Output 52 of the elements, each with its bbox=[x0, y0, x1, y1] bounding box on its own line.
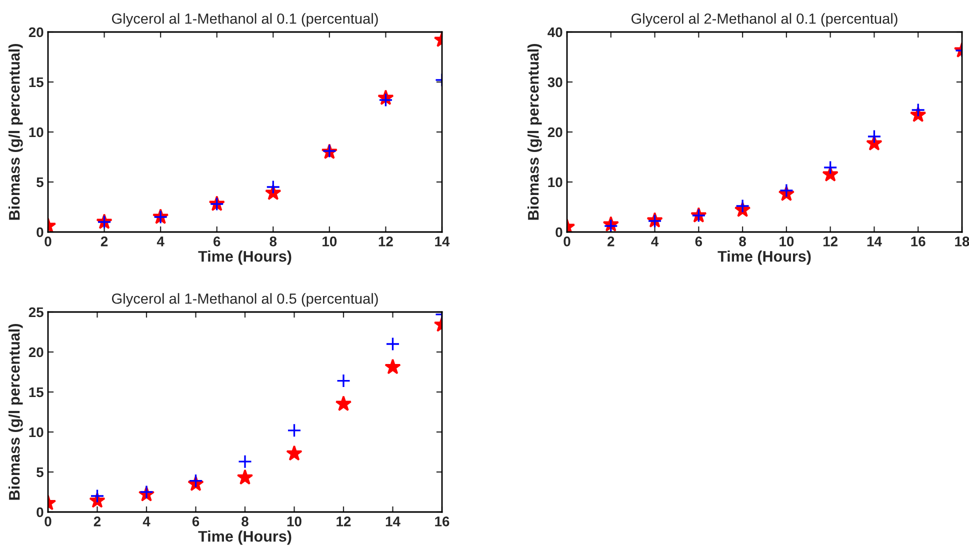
y-tick-label: 20 bbox=[28, 347, 44, 358]
y-tick-label: 0 bbox=[36, 227, 44, 238]
y-tick-label: 0 bbox=[556, 227, 562, 238]
y-tick-label: 0 bbox=[36, 507, 44, 518]
x-tick-label: 10 bbox=[780, 236, 794, 246]
y-tick-label: 10 bbox=[29, 427, 44, 438]
x-tick-label: 6 bbox=[214, 236, 220, 246]
x-tick-label: 18 bbox=[955, 236, 969, 246]
x-tick-label: 6 bbox=[695, 236, 702, 246]
y-tick-label: 10 bbox=[29, 127, 44, 138]
y-tick-label: 15 bbox=[29, 77, 44, 88]
x-tick-label: 16 bbox=[435, 516, 450, 526]
y-tick-label: 25 bbox=[28, 307, 44, 318]
x-tick-label: 6 bbox=[192, 516, 200, 526]
y-axis-title: Biomass (g/l percentual) bbox=[8, 44, 23, 220]
x-tick-label: 2 bbox=[94, 516, 101, 526]
x-tick-label: 10 bbox=[287, 516, 302, 526]
x-tick-label: 12 bbox=[823, 236, 838, 246]
x-tick-label: 0 bbox=[44, 236, 52, 246]
x-tick-label: 16 bbox=[911, 236, 926, 246]
chart-title: Glycerol al 2-Methanol al 0.1 (percentual) bbox=[632, 13, 898, 27]
y-tick-label: 5 bbox=[36, 177, 44, 188]
x-tick-label: 2 bbox=[100, 236, 108, 246]
chart-title: Glycerol al 1-Methanol al 0.1 (percentual) bbox=[112, 13, 378, 27]
x-tick-label: 0 bbox=[44, 516, 52, 526]
x-tick-label: 12 bbox=[336, 516, 351, 526]
y-axis-title: Biomass (g/l percentual) bbox=[528, 44, 542, 220]
y-tick-label: 40 bbox=[548, 27, 562, 38]
x-tick-label: 8 bbox=[739, 236, 746, 246]
y-tick-label: 15 bbox=[29, 387, 44, 398]
x-tick-label: 4 bbox=[651, 236, 659, 246]
x-axis-title: Time (Hours) bbox=[198, 530, 292, 545]
y-tick-label: 20 bbox=[28, 27, 44, 38]
x-tick-label: 0 bbox=[564, 236, 570, 246]
x-tick-label: 8 bbox=[270, 236, 277, 246]
chart-title: Glycerol al 1-Methanol al 0.5 (percentual) bbox=[112, 293, 378, 307]
x-axis-title: Time (Hours) bbox=[718, 250, 811, 265]
x-tick-label: 14 bbox=[386, 516, 400, 526]
y-tick-label: 20 bbox=[548, 127, 562, 138]
x-axis-title: Time (Hours) bbox=[198, 250, 292, 265]
x-tick-label: 14 bbox=[435, 236, 450, 246]
x-tick-label: 14 bbox=[867, 236, 882, 246]
y-tick-label: 5 bbox=[36, 467, 44, 478]
y-axis-title: Biomass (g/l percentual) bbox=[8, 324, 23, 500]
x-tick-label: 12 bbox=[378, 236, 393, 246]
x-tick-label: 4 bbox=[156, 236, 164, 246]
x-tick-label: 2 bbox=[608, 236, 614, 246]
x-tick-label: 8 bbox=[242, 516, 248, 526]
y-tick-label: 30 bbox=[548, 77, 562, 88]
x-tick-label: 10 bbox=[322, 236, 337, 246]
y-tick-label: 10 bbox=[548, 177, 562, 188]
x-tick-label: 4 bbox=[142, 516, 150, 526]
